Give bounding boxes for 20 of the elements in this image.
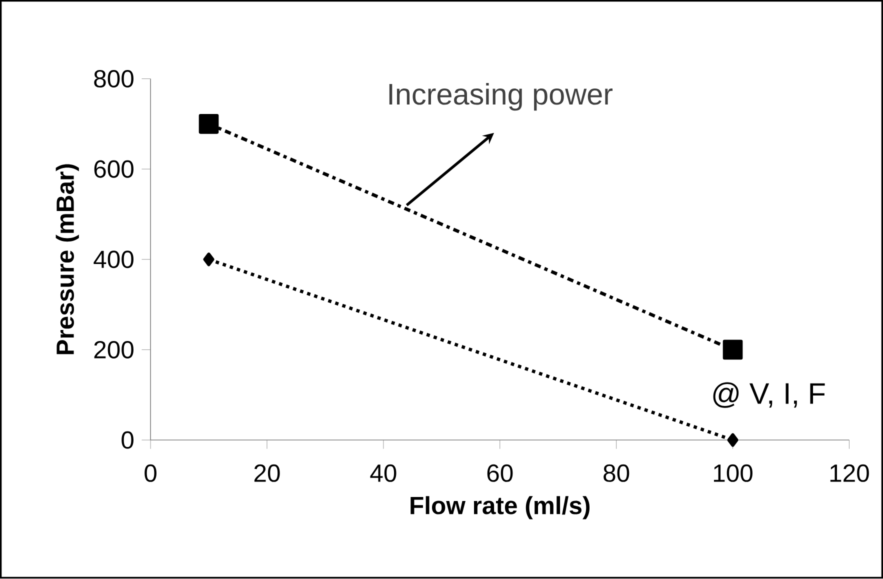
- x-axis-title: Flow rate (ml/s): [410, 496, 590, 520]
- y-axis-title: Pressure (mBar): [56, 164, 79, 354]
- annotation: Increasing power: [389, 83, 613, 111]
- x-tick-label: 20: [254, 464, 280, 482]
- annotation: @ V, I, F: [713, 382, 825, 408]
- point: [722, 340, 743, 360]
- y-tick-label: 400: [94, 250, 134, 268]
- point: [198, 114, 219, 134]
- x-tick-label: 0: [144, 464, 156, 482]
- y-tick-label: 600: [94, 160, 134, 178]
- x-tick-label: 100: [714, 464, 752, 482]
- x-tick-label: 120: [830, 464, 869, 482]
- point: [727, 433, 738, 448]
- x-tick-label: 40: [370, 464, 396, 482]
- y-tick-label: 0: [122, 431, 134, 449]
- y-tick-label: 200: [94, 341, 134, 359]
- point: [203, 252, 214, 266]
- x-tick-label: 80: [604, 464, 630, 482]
- y-tick-label: 800: [94, 70, 134, 88]
- x-tick-label: 60: [487, 464, 513, 482]
